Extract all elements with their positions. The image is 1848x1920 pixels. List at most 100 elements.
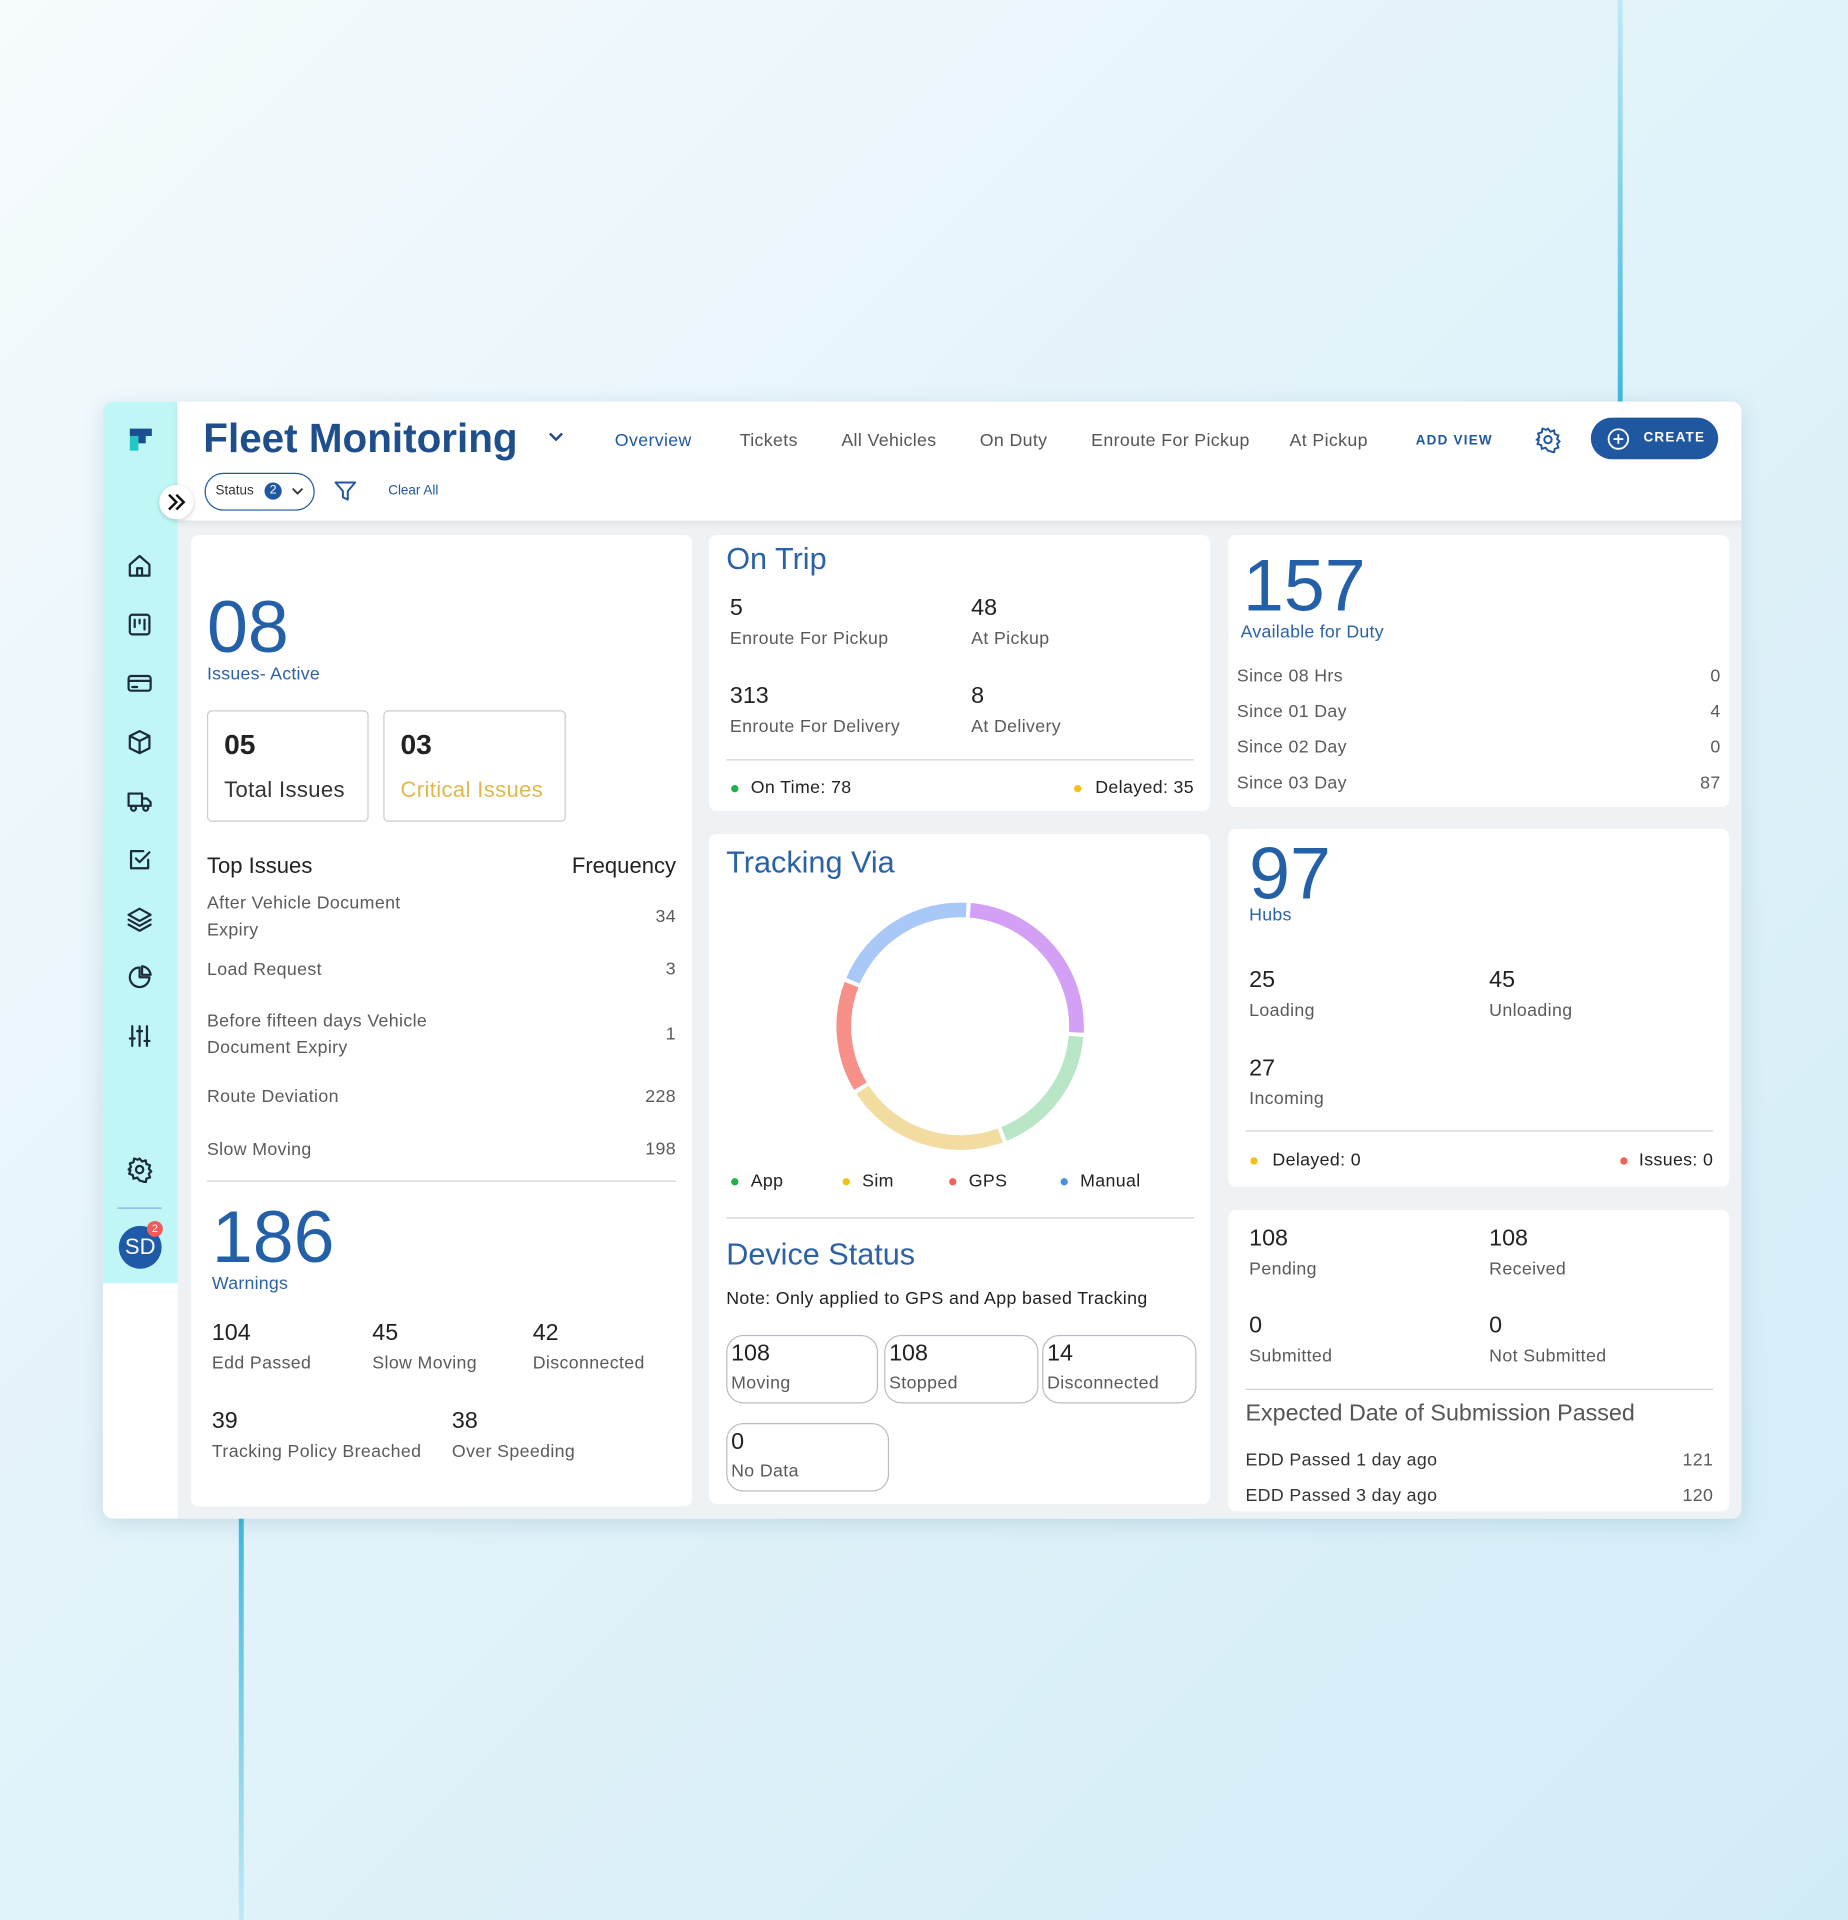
warnings-count: 186 [211,1195,335,1278]
issue-name: Before fifteen days Vehicle Document Exp… [206,1011,428,1059]
hub-label: Loading [1249,1001,1315,1021]
report-icon[interactable] [126,964,153,991]
submission-label: Submitted [1249,1346,1333,1367]
divider [1245,1130,1714,1132]
legend-label: App [750,1171,784,1192]
package-icon[interactable] [126,729,153,756]
submission-value: 0 [1489,1312,1503,1339]
edd-label: EDD Passed 3 day ago [1245,1486,1438,1506]
edd-title: Expected Date of Submission Passed [1245,1401,1635,1427]
legend-label: Manual [1080,1171,1141,1192]
legend-dot [949,1178,957,1186]
issue-frequency: 34 [655,907,677,927]
available-label: Available for Duty [1240,622,1384,643]
nav-tab[interactable]: Tickets [739,431,798,451]
card-icon[interactable] [126,670,153,697]
add-view[interactable]: ADD VIEW [1415,433,1493,449]
issue-name: Slow Moving [206,1140,312,1160]
available-card: 157 Available for Duty Since 08 Hrs 0 Since … [1228,535,1730,808]
device-label: Moving [731,1373,791,1394]
legend-dot [731,785,739,793]
chevron [292,487,304,495]
layers-icon[interactable] [126,905,153,932]
issues-card: 08 Issues- Active 05 Total Issues 03 Critical… [191,535,692,1507]
trip-label: Enroute For Delivery [729,717,901,737]
edd-label: EDD Passed 1 day ago [1245,1450,1438,1471]
since-value: 87 [1700,773,1721,794]
trip-value: 48 [971,595,998,621]
status-filter[interactable]: Status 2 [204,472,315,511]
edd-value: 121 [1682,1450,1714,1471]
tracking-card: Tracking Via App Sim GPS Manual Device Status… [709,833,1210,1504]
since-label: Since 08 Hrs [1236,667,1343,687]
nav-tab[interactable]: Overview [614,431,692,451]
home-icon[interactable] [126,552,153,579]
settings-icon[interactable] [126,1156,153,1184]
truck-icon[interactable] [126,787,153,814]
warning-label: Tracking Policy Breached [211,1442,422,1462]
submission-value: 108 [1249,1225,1288,1252]
decor-line [238,1518,244,1920]
issue-box: 03 Critical Issues [383,710,566,822]
trip-label: At Pickup [971,629,1050,649]
device-value: 0 [731,1429,745,1455]
device-pill: 108 Moving [726,1334,879,1404]
divider [117,1207,162,1209]
issue-box-label: Critical Issues [400,777,544,802]
submission-label: Not Submitted [1489,1346,1607,1367]
filter-icon[interactable] [333,479,357,503]
warning-value: 39 [211,1408,238,1435]
donut-segment [856,1085,1003,1150]
card-title: Tracking Via [726,845,895,881]
donut-segment [969,903,1084,1033]
submission-value: 108 [1489,1225,1528,1252]
sliders-icon[interactable] [126,1023,153,1050]
issue-frequency: 1 [665,1024,677,1045]
edd-value: 120 [1682,1486,1714,1506]
logo [129,428,152,451]
since-value: 0 [1710,667,1721,687]
warning-value: 38 [451,1408,478,1435]
view-settings[interactable] [1534,426,1561,454]
divider [726,1217,1195,1219]
issue-box: 05 Total Issues [206,710,369,822]
trip-label: Enroute For Pickup [729,629,889,649]
legend-dot [842,1178,850,1186]
column-header: Frequency [571,853,677,878]
hub-value: 45 [1489,967,1516,994]
since-value: 0 [1710,738,1721,758]
delayed: Delayed: 35 [1095,778,1195,799]
expand-sidebar[interactable] [159,484,194,520]
device-value: 14 [1047,1341,1073,1367]
warning-label: Edd Passed [211,1354,312,1374]
donut-segment [1001,1035,1084,1141]
device-pill: 0 No Data [726,1423,890,1492]
avatar-badge: 2 [146,1220,163,1237]
nav-tab[interactable]: On Duty [979,431,1048,451]
board-icon[interactable] [126,611,153,638]
clear-all[interactable]: Clear All [388,483,439,499]
issue-frequency: 198 [645,1139,677,1160]
device-label: No Data [731,1461,799,1482]
create-label: CREATE [1643,430,1706,446]
create-button[interactable]: CREATE [1590,417,1719,460]
trip-value: 313 [729,683,769,710]
legend-label: Sim [862,1171,894,1192]
nav-tab[interactable]: All Vehicles [841,431,937,451]
expand-icon [168,493,186,511]
on-time: On Time: 78 [750,778,852,799]
divider [206,1180,677,1182]
issue-frequency: 3 [665,959,677,980]
page-title: Fleet Monitoring [203,415,518,461]
title-dropdown[interactable] [547,431,564,443]
submission-value: 0 [1249,1312,1263,1339]
hub-value: 27 [1249,1055,1276,1082]
status-count: 2 [264,482,282,500]
device-value: 108 [889,1341,928,1367]
nav-tab[interactable]: At Pickup [1289,431,1368,451]
nav-tab[interactable]: Enroute For Pickup [1091,431,1250,451]
task-icon[interactable] [126,846,153,873]
dashboard: SD 2 Fleet Monitoring Overview Tickets All… [102,401,1742,1519]
